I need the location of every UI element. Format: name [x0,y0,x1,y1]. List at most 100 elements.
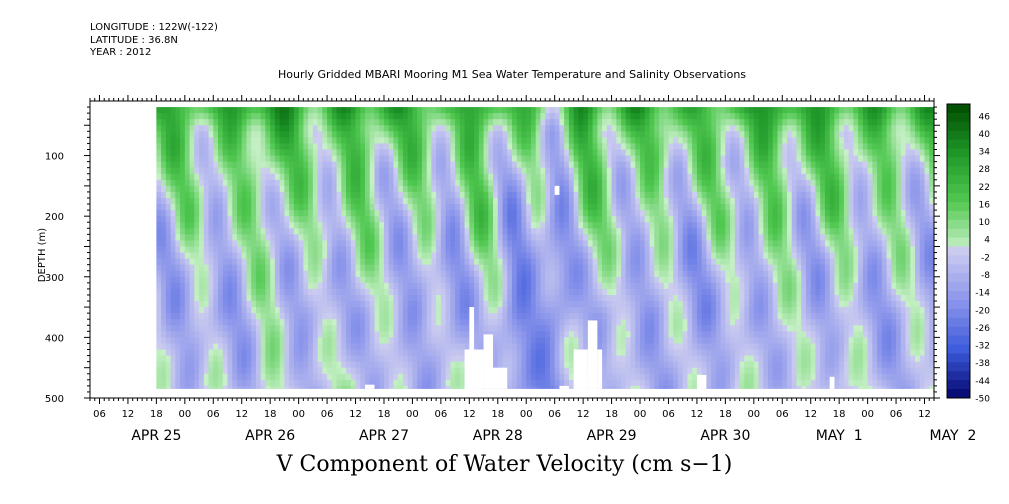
heatmap-cell [549,246,556,254]
heatmap-cell [521,361,527,369]
heatmap-cell [545,107,551,114]
heatmap-cell [312,301,319,308]
heatmap-cell [573,313,579,320]
heatmap-cell [203,331,210,338]
heatmap-cell [222,131,228,138]
heatmap-cell [402,185,409,193]
heatmap-cell [512,107,518,114]
heatmap-cell [208,367,214,375]
heatmap-cell [175,234,181,241]
heatmap-cell [388,313,394,320]
heatmap-cell [251,361,257,369]
heatmap-cell [270,264,276,272]
heatmap-cell [279,149,285,157]
heatmap-cell [545,197,551,205]
heatmap-cell [412,343,418,351]
heatmap-cell [455,361,461,369]
heatmap-cell [298,185,304,193]
heatmap-cell [308,234,314,241]
heatmap-cell [483,264,489,272]
heatmap-cell [630,361,636,369]
heatmap-cell [644,307,650,314]
heatmap-cell [203,222,210,229]
heatmap-cell [440,373,447,381]
heatmap-cell [464,137,470,144]
heatmap-cell [189,240,195,247]
heatmap-cell [640,137,646,144]
heatmap-cell [170,234,176,241]
heatmap-cell [360,155,366,163]
heatmap-cell [312,355,319,363]
heatmap-cell [654,149,660,157]
heatmap-cell [597,185,603,193]
heatmap-cell [208,361,214,369]
heatmap-cell [317,252,323,260]
heatmap-cell [526,179,532,187]
heatmap-cell [568,210,575,217]
heatmap-cell [625,319,632,326]
heatmap-cell [284,331,290,338]
heatmap-cell [199,361,205,369]
heatmap-cell [331,331,338,338]
heatmap-cell [383,149,390,157]
heatmap-cell [497,113,504,120]
heatmap-cell [440,240,447,247]
heatmap-cell [346,258,352,266]
heatmap-cell [464,204,470,211]
heatmap-cell [388,185,394,193]
heatmap-cell [346,125,352,132]
heatmap-cell [165,349,172,357]
heatmap-cell [635,149,641,157]
heatmap-cell [346,107,352,114]
heatmap-cell [640,301,646,308]
heatmap-cell [630,113,636,120]
heatmap-cell [459,197,466,205]
heatmap-cell [554,367,560,375]
heatmap-cell [265,228,271,235]
heatmap-cell [488,240,494,247]
heatmap-cell [564,216,570,223]
heatmap-cell [346,204,352,211]
heatmap-cell [222,222,228,229]
heatmap-cell [379,264,385,272]
heatmap-cell [156,288,162,296]
heatmap-cell [459,204,466,211]
heatmap-cell [493,216,499,223]
heatmap-cell [616,361,622,369]
heatmap-cell [402,149,409,157]
heatmap-cell [336,343,342,351]
heatmap-cell [236,288,243,296]
heatmap-cell [232,276,238,284]
heatmap-cell [213,264,219,272]
heatmap-cell [455,113,461,120]
heatmap-cell [336,149,342,157]
heatmap-cell [317,185,323,193]
heatmap-cell [602,349,608,357]
heatmap-cell [251,373,257,381]
heatmap-cell [611,325,617,332]
heatmap-cell [488,252,494,260]
heatmap-cell [317,313,323,320]
heatmap-cell [255,179,262,187]
heatmap-cell [597,143,603,150]
heatmap-cell [545,288,551,296]
heatmap-cell [355,307,361,314]
heatmap-cell [270,367,276,375]
heatmap-cell [227,228,233,235]
heatmap-cell [521,379,527,387]
heatmap-cell [336,173,342,181]
heatmap-cell [213,307,219,314]
heatmap-cell [336,228,342,235]
heatmap-cell [564,131,570,138]
heatmap-cell [346,216,352,223]
heatmap-cell [227,307,233,314]
heatmap-cell [369,379,375,387]
heatmap-cell [360,125,366,132]
heatmap-cell [360,191,366,199]
heatmap-cell [293,373,300,381]
heatmap-cell [417,270,423,278]
heatmap-cell [156,325,162,332]
heatmap-cell [417,149,423,157]
heatmap-cell [493,131,499,138]
heatmap-cell [365,131,371,138]
